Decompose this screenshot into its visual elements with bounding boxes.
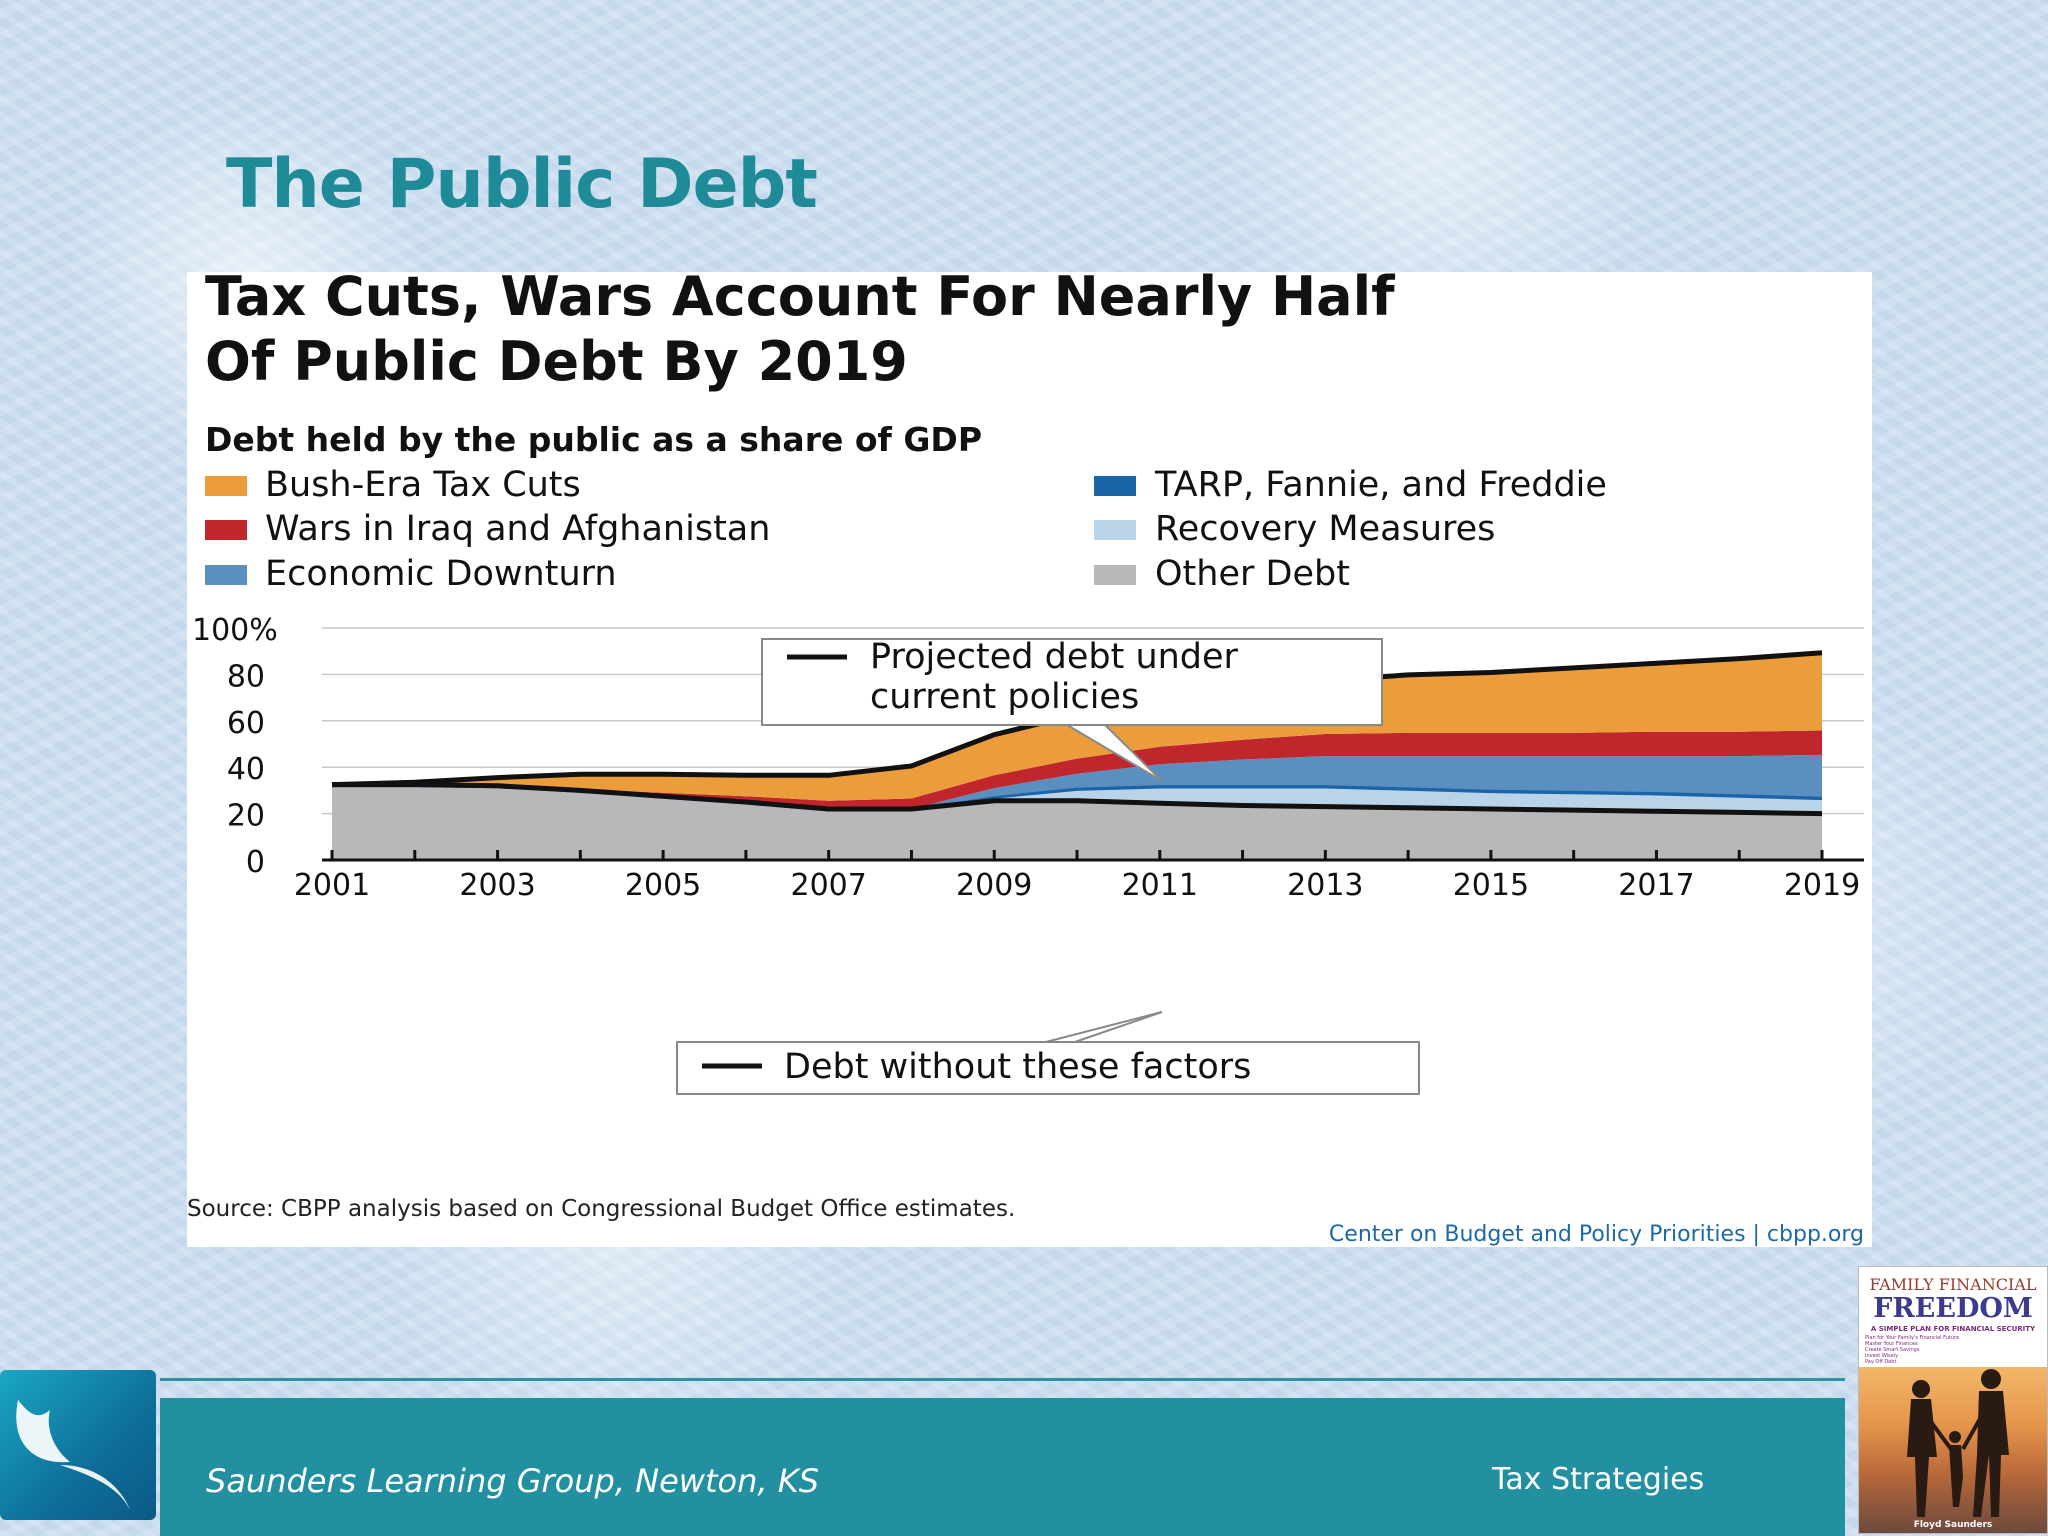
book-cover-top: FAMILY FINANCIAL FREEDOM A SIMPLE PLAN F… [1859,1267,2047,1367]
chart-source: Source: CBPP analysis based on Congressi… [187,1196,1015,1222]
legend-item: Other Debt [1094,554,1350,594]
x-tick-label: 2013 [1287,868,1363,903]
logo-swoosh-icon [16,1400,130,1510]
y-tick-label: 60 [227,706,265,741]
x-tick-label: 2001 [294,868,370,903]
annotation-without-box [676,1041,1420,1095]
book-bullet: Invest Wisely [1865,1353,1899,1359]
x-tick-label: 2019 [1784,868,1860,903]
family-silhouette-icon [1907,1369,2009,1517]
y-tick-label: 20 [227,799,265,834]
legend-item: Economic Downturn [205,554,617,594]
legend-item: Recovery Measures [1094,509,1495,549]
book-title-line-1: FAMILY FINANCIAL [1869,1275,2037,1294]
book-bullet: Create Smart Savings [1865,1347,1920,1353]
legend-item: TARP, Fannie, and Freddie [1094,465,1607,505]
chart-subtitle: Debt held by the public as a share of GD… [205,420,982,459]
book-title-line-2: FREEDOM [1873,1293,2033,1324]
legend-label: Bush-Era Tax Cuts [265,465,581,505]
book-cover-image: FAMILY FINANCIAL FREEDOM A SIMPLE PLAN F… [1858,1266,2048,1534]
legend-swatch [1094,476,1136,496]
footer-topic: Tax Strategies [1492,1462,1705,1497]
legend-label: Other Debt [1155,554,1350,594]
chart-axes: 2001 2003 2005 2007 2009 2011 2013 2015 2017 2019 [294,850,1864,903]
legend-swatch [205,476,247,496]
annotation-without-text: Debt without these factors [784,1047,1251,1087]
y-tick-label: 40 [227,752,265,787]
legend-label: TARP, Fannie, and Freddie [1154,465,1607,505]
area-other-debt [332,784,1822,860]
legend-label: Economic Downturn [265,554,617,594]
y-tick-label: 0 [246,845,265,880]
x-tick-label: 2009 [956,868,1032,903]
legend-swatch [205,520,247,540]
x-tick-label: 2003 [459,868,535,903]
book-bullet: Pay Off Debt [1865,1359,1897,1365]
x-tick-label: 2015 [1453,868,1529,903]
legend-item: Bush-Era Tax Cuts [205,465,581,505]
annotation-projected: Projected debt under current policies [761,637,1383,782]
area-wars-in-iraq-and-afghanistan [332,730,1822,809]
book-author: Floyd Saunders [1913,1520,1993,1530]
company-logo [0,1370,156,1520]
chart-card: Tax Cuts, Wars Account For Nearly Half O… [187,272,1872,1247]
legend-swatch [1094,520,1136,540]
annotation-projected-box [761,638,1383,726]
line-debt-without-these-factors [332,782,1823,817]
footer-bar [160,1398,1845,1536]
book-tagline: A SIMPLE PLAN FOR FINANCIAL SECURITY [1870,1325,2036,1333]
y-tick-label: 80 [227,659,265,694]
x-tick-label: 2017 [1618,868,1694,903]
annotation-projected-text-1: Projected debt under [870,637,1239,677]
x-tick-label: 2007 [790,868,866,903]
x-tick-label: 2005 [625,868,701,903]
debt-chart: Tax Cuts, Wars Account For Nearly Half O… [187,272,1864,1247]
chart-credit: Center on Budget and Policy Priorities |… [1329,1222,1864,1247]
legend-swatch [205,565,247,585]
book-bullet: Plan for Your Family's Financial Future [1865,1335,1960,1341]
legend-label: Recovery Measures [1155,509,1495,549]
book-bullets: Plan for Your Family's Financial Future … [1865,1335,1959,1365]
area-economic-downturn [332,754,1822,809]
slide-title: The Public Debt [226,145,818,224]
chart-title-line-2: Of Public Debt By 2019 [205,330,908,393]
chart-title-line-1: Tax Cuts, Wars Account For Nearly Half [205,272,1395,328]
annotation-projected-text-2: current policies [870,677,1139,717]
y-tick-label: 100% [192,613,278,648]
x-tick-label: 2011 [1122,868,1198,903]
book-photo: Floyd Saunders [1859,1367,2047,1533]
legend-swatch [1094,565,1136,585]
annotation-without: Debt without these factors [676,1011,1420,1095]
legend-item: Wars in Iraq and Afghanistan [205,509,770,549]
footer-organization: Saunders Learning Group, Newton, KS [206,1462,820,1500]
footer-divider [160,1378,1845,1381]
annotation-without-pointer [1041,1011,1163,1044]
legend-label: Wars in Iraq and Afghanistan [265,509,770,549]
book-bullet: Master Your Finances [1865,1341,1918,1347]
